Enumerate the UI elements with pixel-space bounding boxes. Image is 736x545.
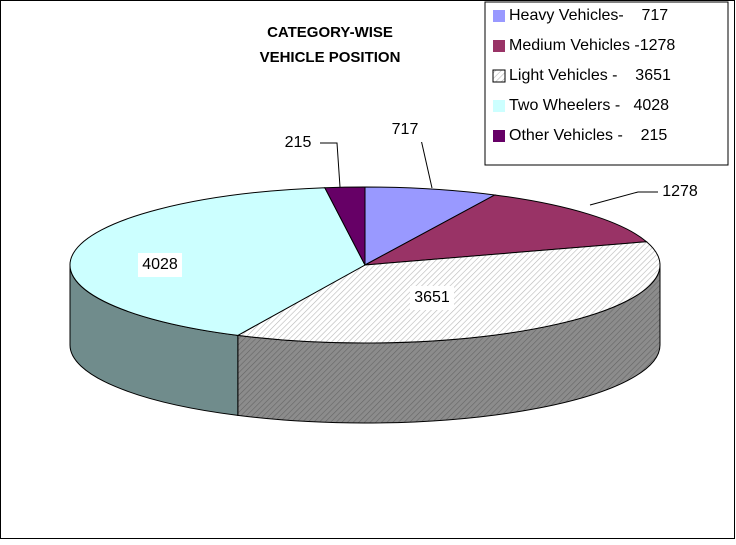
legend-label: Medium Vehicles -1278 xyxy=(509,37,675,54)
data-label-bg xyxy=(138,253,182,277)
legend-swatch xyxy=(492,69,506,83)
slice xyxy=(324,186,366,266)
legend-swatch xyxy=(493,130,505,142)
data-label: 3651 xyxy=(414,289,450,306)
chart-title: CATEGORY-WISE xyxy=(267,24,393,41)
data-label: 215 xyxy=(285,134,312,151)
data-label: 4028 xyxy=(142,256,178,273)
leader-line xyxy=(315,142,341,188)
data-label-bg xyxy=(276,131,320,155)
legend-label: Heavy Vehicles- 717 xyxy=(509,7,668,24)
legend-label: Two Wheelers - 4028 xyxy=(509,97,669,114)
data-label-bg xyxy=(410,286,454,310)
chart-title: VEHICLE POSITION xyxy=(260,49,401,66)
data-label-bg xyxy=(383,118,427,142)
legend-label: Other Vehicles - 215 xyxy=(509,127,667,144)
slice xyxy=(69,187,366,336)
slice xyxy=(364,186,497,266)
legend-label: Light Vehicles - 3651 xyxy=(509,67,671,84)
pie xyxy=(69,186,661,424)
leader-line xyxy=(419,134,433,189)
leader-line xyxy=(589,191,662,206)
legend-swatch xyxy=(493,10,505,22)
legend-box xyxy=(484,1,729,166)
data-label: 1278 xyxy=(662,183,698,200)
data-label-bg xyxy=(658,180,702,204)
data-label: 717 xyxy=(392,121,419,138)
legend-swatch xyxy=(493,100,505,112)
legend-swatch xyxy=(493,40,505,52)
